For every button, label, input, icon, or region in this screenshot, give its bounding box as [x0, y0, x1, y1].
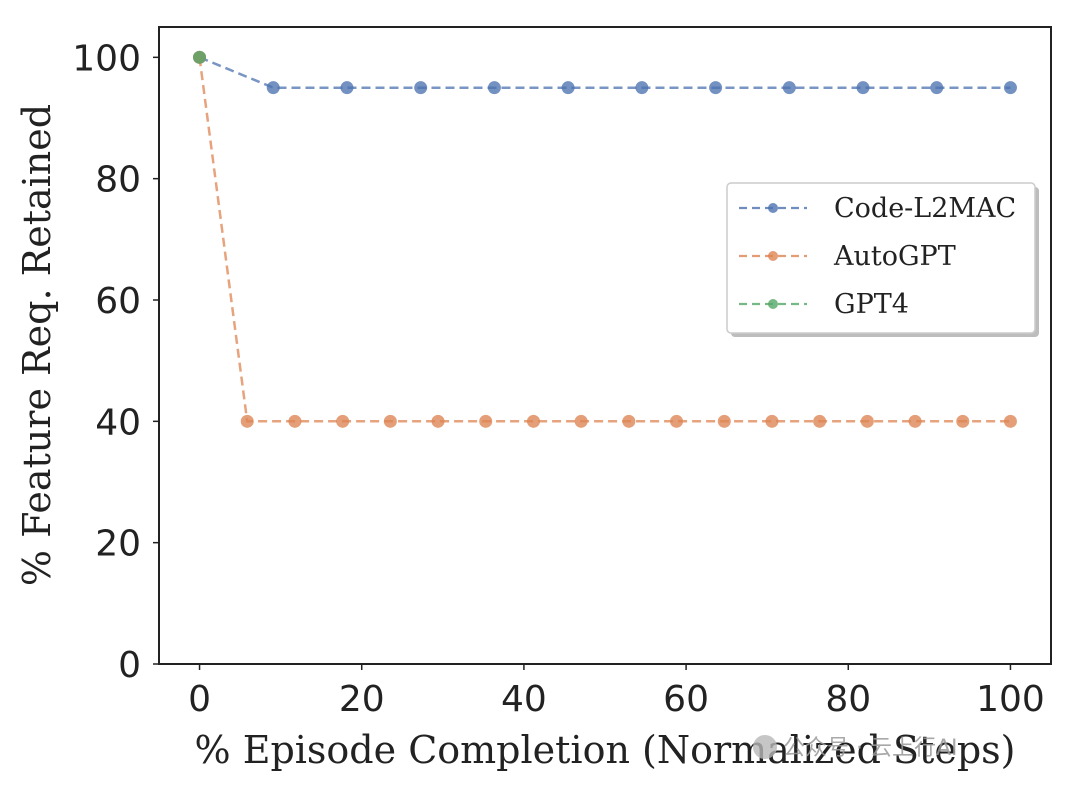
x-tick-label: 0: [188, 679, 211, 720]
x-axis-label: % Episode Completion (Normalized Steps): [195, 728, 1016, 772]
data-point: [574, 414, 588, 428]
series-code-l2mac: [193, 50, 1017, 95]
data-point: [856, 81, 870, 95]
data-point: [908, 414, 922, 428]
data-point: [765, 414, 779, 428]
data-point: [266, 81, 280, 95]
x-tick-label: 20: [339, 679, 385, 720]
series-gpt4: [193, 50, 207, 64]
data-point: [193, 50, 207, 64]
x-tick-label: 60: [663, 679, 709, 720]
series-line: [198, 57, 1011, 423]
legend-item: GPT4: [739, 289, 909, 320]
data-point: [288, 414, 302, 428]
wechat-icon: [753, 735, 777, 759]
legend-marker: [768, 299, 778, 309]
data-point: [860, 414, 874, 428]
x-tick-label: 40: [501, 679, 547, 720]
data-point: [1003, 414, 1017, 428]
data-point: [813, 414, 827, 428]
data-point: [487, 81, 501, 95]
data-point: [336, 414, 350, 428]
data-point: [414, 81, 428, 95]
data-point: [383, 414, 397, 428]
legend-item: Code-L2MAC: [739, 193, 1016, 224]
legend-box: [726, 182, 1036, 334]
legend-marker: [768, 203, 778, 213]
y-tick-label: 0: [118, 645, 141, 686]
data-point: [1003, 81, 1017, 95]
legend-label: Code-L2MAC: [834, 193, 1016, 224]
data-point: [479, 414, 493, 428]
y-tick-label: 40: [95, 402, 141, 443]
y-tick-label: 60: [95, 281, 141, 322]
watermark-text: 公众号 · 云上行AI: [783, 736, 958, 761]
y-axis-label: % Feature Req. Retained: [15, 104, 59, 586]
data-point: [561, 81, 575, 95]
data-point: [526, 414, 540, 428]
data-point: [782, 81, 796, 95]
legend-label: AutoGPT: [833, 241, 956, 272]
data-point: [340, 81, 354, 95]
data-point: [956, 414, 970, 428]
x-tick-label: 100: [976, 679, 1045, 720]
series-line: [199, 56, 1011, 89]
x-tick-label: 80: [825, 679, 871, 720]
y-tick-label: 20: [95, 524, 141, 565]
data-point: [930, 81, 944, 95]
legend-marker: [768, 251, 778, 261]
data-point: [709, 81, 723, 95]
y-tick-label: 100: [72, 38, 141, 79]
data-point: [431, 414, 445, 428]
plot-area: [158, 26, 1052, 665]
data-point: [622, 414, 636, 428]
legend-label: GPT4: [834, 289, 909, 320]
y-tick-label: 80: [95, 160, 141, 201]
legend: Code-L2MAC AutoGPT GPT4: [726, 182, 1039, 337]
watermark: 公众号 · 云上行AI: [753, 735, 958, 761]
chart-ticks: 0 20 40 60 80 100 0 20 40 60 80 100: [72, 38, 1045, 720]
data-point: [635, 81, 649, 95]
data-point: [670, 414, 684, 428]
chart-marks: [193, 50, 1017, 428]
data-point: [717, 414, 731, 428]
data-point: [240, 414, 254, 428]
legend-item: AutoGPT: [739, 241, 956, 272]
